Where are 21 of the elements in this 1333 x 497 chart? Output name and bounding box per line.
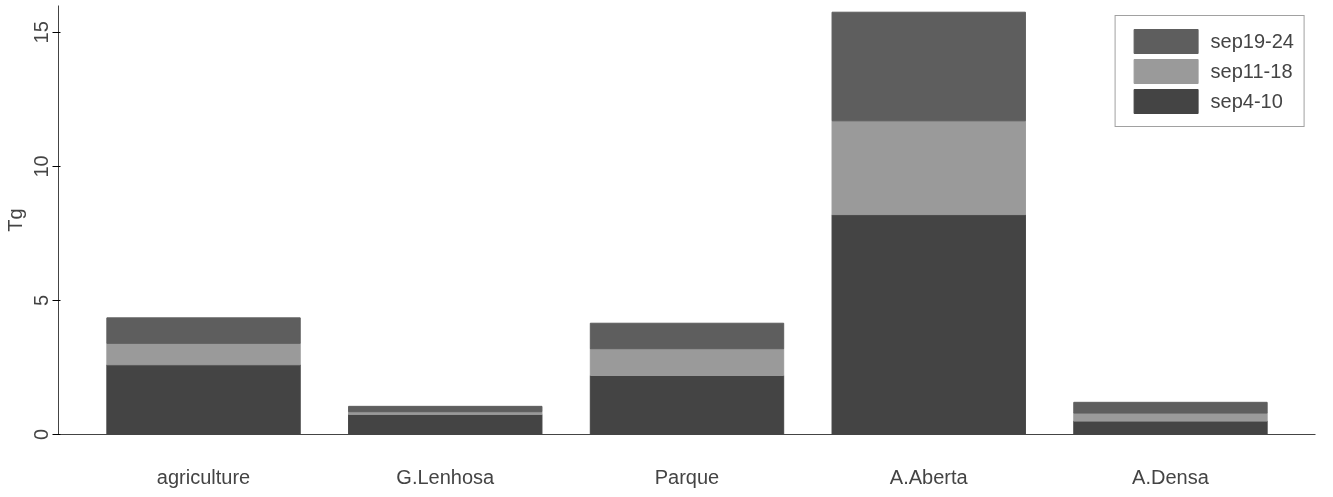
x-tick-label: A.Aberta xyxy=(889,465,969,488)
y-tick-label: 10 xyxy=(29,155,52,178)
y-tick-label: 15 xyxy=(29,21,52,44)
legend-label: sep4-10 xyxy=(1210,89,1283,113)
bar xyxy=(589,322,785,350)
bar xyxy=(1073,401,1268,414)
x-tick-label: Parque xyxy=(654,465,720,488)
x-tick-label: A.Densa xyxy=(1132,465,1210,488)
legend-label: sep11-18 xyxy=(1210,59,1293,83)
y-axis-title: Tg xyxy=(3,208,26,232)
bar xyxy=(106,317,301,344)
bar xyxy=(831,11,1026,122)
x-tick-label: agriculture xyxy=(156,465,251,488)
bar xyxy=(348,405,543,413)
y-tick-label: 5 xyxy=(29,294,52,306)
y-tick-label: 0 xyxy=(29,428,52,441)
bar xyxy=(831,120,1026,216)
bar xyxy=(106,342,301,366)
legend-label: sep19-24 xyxy=(1210,29,1294,53)
x-tick-label: G.Lenhosa xyxy=(396,465,496,488)
bar xyxy=(589,348,785,377)
